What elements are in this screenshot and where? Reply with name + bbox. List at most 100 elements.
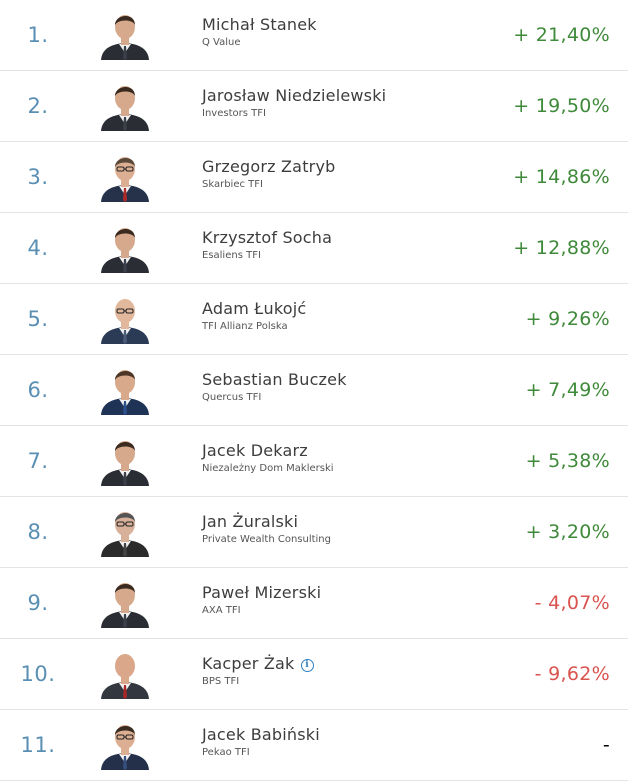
company-name: Q Value [202, 37, 241, 48]
manager-info: Jan Żuralski Private Wealth Consulting [202, 512, 331, 547]
manager-name: Jacek Babiński [202, 725, 320, 745]
company-name: Investors TFI [202, 108, 266, 119]
manager-info: Sebastian Buczek Quercus TFI [202, 370, 347, 405]
portrait-image [101, 441, 149, 486]
ranking-row: 11. Jacek Babiński Pekao TFI - [0, 710, 628, 781]
company-name: Quercus TFI [202, 392, 262, 403]
portrait-image [101, 86, 149, 131]
ranking-row: 5. Adam Łukojć TFI Allianz Polska + 9,26% [0, 284, 628, 355]
portrait-image [101, 654, 149, 699]
portrait-image [101, 725, 149, 770]
manager-name: Sebastian Buczek [202, 370, 347, 390]
rank-number: 9. [27, 591, 49, 615]
rank-number: 6. [27, 378, 49, 402]
manager-name-text: Jan Żuralski [202, 512, 299, 531]
rank-number: 11. [20, 733, 56, 757]
ranking-row: 7. Jacek Dekarz Niezależny Dom Maklerski + … [0, 426, 628, 497]
manager-name: Grzegorz Zatryb [202, 157, 335, 177]
company-name: Niezależny Dom Maklerski [202, 463, 334, 474]
manager-info: Jacek Babiński Pekao TFI [202, 725, 320, 760]
portrait-image [101, 370, 149, 415]
company-name: Skarbiec TFI [202, 179, 263, 190]
manager-info: Adam Łukojć TFI Allianz Polska [202, 299, 306, 334]
company-name: Private Wealth Consulting [202, 534, 331, 545]
manager-info: Krzysztof Socha Esaliens TFI [202, 228, 332, 263]
manager-photo [98, 718, 152, 770]
return-value: + 19,50% [513, 95, 610, 117]
manager-photo [98, 292, 152, 344]
ranking-row: 2. Jarosław Niedzielewski Investors TFI + 1… [0, 71, 628, 142]
portrait-image [101, 157, 149, 202]
manager-info: Kacper Żak i BPS TFI [202, 654, 314, 689]
manager-photo [98, 79, 152, 131]
return-value: - 4,07% [534, 592, 610, 614]
company-name: TFI Allianz Polska [202, 321, 288, 332]
return-value: + 3,20% [525, 521, 610, 543]
return-value: + 7,49% [525, 379, 610, 401]
ranking-row: 9. Paweł Mizerski AXA TFI - 4,07% [0, 568, 628, 639]
manager-photo [98, 505, 152, 557]
manager-name: Paweł Mizerski [202, 583, 321, 603]
rank-number: 1. [27, 23, 49, 47]
portrait-image [101, 512, 149, 557]
return-value: + 12,88% [513, 237, 610, 259]
manager-name-text: Jacek Dekarz [202, 441, 308, 460]
manager-photo [98, 434, 152, 486]
portrait-image [101, 299, 149, 344]
company-name: Esaliens TFI [202, 250, 261, 261]
manager-name: Krzysztof Socha [202, 228, 332, 248]
manager-photo [98, 363, 152, 415]
manager-photo [98, 8, 152, 60]
return-value: + 21,40% [513, 24, 610, 46]
manager-name-text: Grzegorz Zatryb [202, 157, 336, 176]
manager-name-text: Jacek Babiński [202, 725, 320, 744]
company-name: BPS TFI [202, 676, 240, 687]
portrait-image [101, 583, 149, 628]
manager-info: Jacek Dekarz Niezależny Dom Maklerski [202, 441, 334, 476]
ranking-row: 6. Sebastian Buczek Quercus TFI + 7,49% [0, 355, 628, 426]
manager-name-text: Krzysztof Socha [202, 228, 333, 247]
manager-name-text: Paweł Mizerski [202, 583, 322, 602]
rank-number: 10. [20, 662, 56, 686]
company-name: AXA TFI [202, 605, 241, 616]
portrait-image [101, 228, 149, 273]
ranking-row: 1. Michał Stanek Q Value + 21,40% [0, 0, 628, 71]
ranking-row: 10. Kacper Żak i BPS TFI - 9,62% [0, 639, 628, 710]
manager-info: Paweł Mizerski AXA TFI [202, 583, 321, 618]
rank-number: 2. [27, 94, 49, 118]
manager-photo [98, 221, 152, 273]
rank-number: 3. [27, 165, 49, 189]
portrait-image [101, 15, 149, 60]
manager-info: Michał Stanek Q Value [202, 15, 317, 50]
manager-name-text: Kacper Żak [202, 654, 295, 673]
manager-name: Jarosław Niedzielewski [202, 86, 386, 106]
manager-name: Adam Łukojć [202, 299, 306, 319]
manager-photo [98, 150, 152, 202]
ranking-row: 4. Krzysztof Socha Esaliens TFI + 12,88% [0, 213, 628, 284]
info-icon[interactable]: i [300, 659, 314, 672]
ranking-row: 8. Jan Żuralski Private Wealth Consulting +… [0, 497, 628, 568]
manager-photo [98, 647, 152, 699]
rank-number: 5. [27, 307, 49, 331]
manager-info: Grzegorz Zatryb Skarbiec TFI [202, 157, 335, 192]
rank-number: 8. [27, 520, 49, 544]
manager-name-text: Adam Łukojć [202, 299, 307, 318]
manager-name-text: Michał Stanek [202, 15, 317, 34]
company-name: Pekao TFI [202, 747, 250, 758]
manager-name: Kacper Żak i [202, 654, 314, 674]
return-value: + 14,86% [513, 166, 610, 188]
manager-photo [98, 576, 152, 628]
manager-name-text: Sebastian Buczek [202, 370, 347, 389]
return-value: + 5,38% [525, 450, 610, 472]
return-value: + 9,26% [525, 308, 610, 330]
return-value: - [602, 734, 610, 756]
rank-number: 4. [27, 236, 49, 260]
manager-name: Jacek Dekarz [202, 441, 334, 461]
manager-name: Michał Stanek [202, 15, 317, 35]
rank-number: 7. [27, 449, 49, 473]
manager-name-text: Jarosław Niedzielewski [202, 86, 387, 105]
manager-name: Jan Żuralski [202, 512, 331, 532]
ranking-row: 3. Grzegorz Zatryb Skarbiec TFI + 14,86% [0, 142, 628, 213]
return-value: - 9,62% [534, 663, 610, 685]
